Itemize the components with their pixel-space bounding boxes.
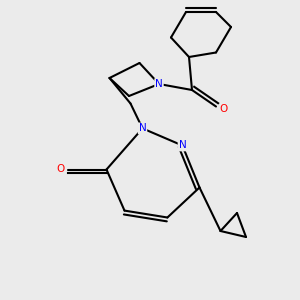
Text: N: N xyxy=(155,79,163,89)
Text: O: O xyxy=(219,104,228,115)
Text: N: N xyxy=(139,123,146,134)
Text: N: N xyxy=(178,140,186,151)
Text: O: O xyxy=(57,164,65,175)
